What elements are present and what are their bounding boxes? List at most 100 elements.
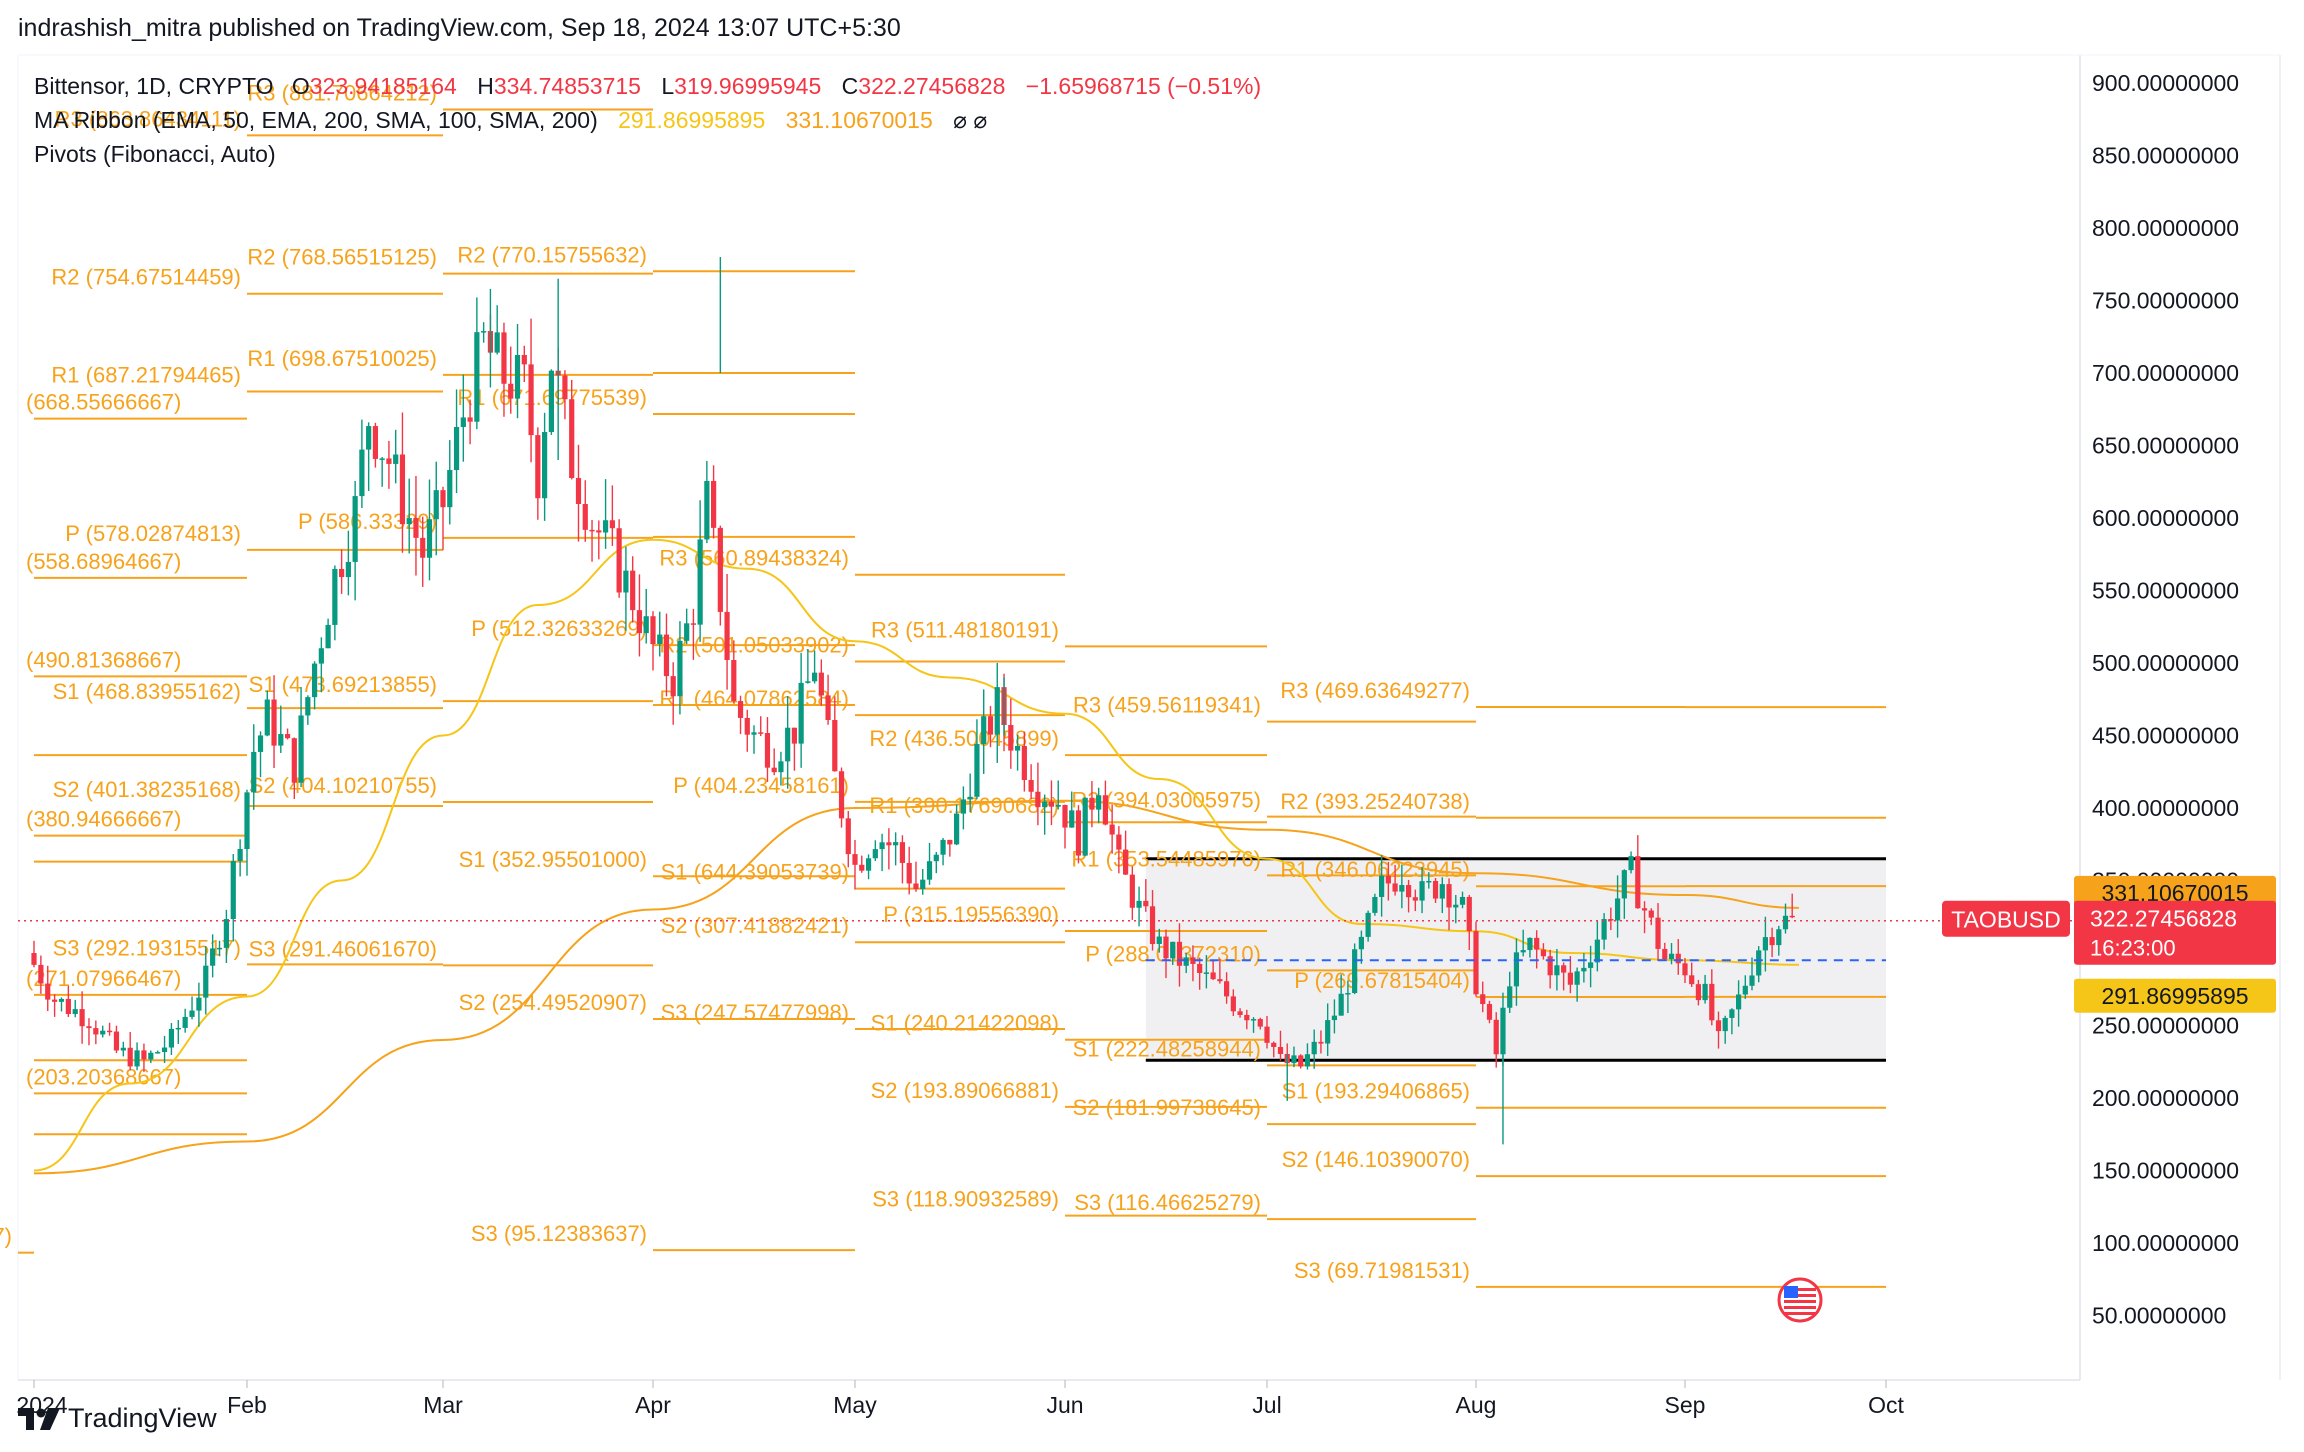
- candle-body: [406, 518, 412, 525]
- legend-pivots[interactable]: Pivots (Fibonacci, Auto): [34, 141, 276, 167]
- pivot-level-label: R1 (687.21794465): [51, 363, 241, 388]
- candle-body: [650, 616, 656, 645]
- candle-body: [1210, 972, 1216, 980]
- candle-body: [569, 399, 575, 478]
- candle-body: [764, 733, 771, 768]
- candle-body: [1318, 1041, 1324, 1044]
- candle-body: [1702, 983, 1708, 1001]
- candle-body: [1668, 953, 1675, 960]
- pivot-level-label: S1 (352.95501000): [459, 847, 647, 872]
- candle-body: [893, 842, 899, 846]
- candle-body: [175, 1027, 181, 1030]
- pivot-level-label: S1 (644.39053739): [661, 860, 849, 885]
- candle-body: [1298, 1055, 1304, 1067]
- candle-body: [508, 383, 514, 399]
- candle-body: [1736, 994, 1742, 1010]
- candle-body: [1042, 801, 1048, 808]
- candle-body: [1014, 745, 1021, 751]
- candle-body: [1136, 900, 1142, 908]
- price-tick-label: 200.00000000: [2092, 1085, 2239, 1111]
- pivot-level-label: P (404.23458161): [673, 773, 849, 798]
- tradingview-logo[interactable]: TradingView: [18, 1403, 217, 1434]
- price-axis[interactable]: 900.00000000 850.00000000 800.00000000 750.…: [2092, 70, 2239, 1329]
- candle-body: [1405, 885, 1412, 898]
- pivot-level-label: R3 (469.63649277): [1280, 678, 1470, 703]
- candle-body: [1203, 972, 1209, 974]
- candle-body: [920, 879, 926, 890]
- time-axis[interactable]: 2024 Feb Mar Apr May Jun Jul Aug Sep Oct: [16, 1380, 1904, 1418]
- candle-body: [453, 426, 460, 471]
- candle-body: [1614, 898, 1621, 921]
- candle-body: [332, 568, 338, 625]
- candle-body: [1089, 797, 1095, 810]
- candle-body: [1547, 956, 1553, 976]
- price-level-lines: [18, 919, 2080, 962]
- candle-body: [393, 454, 399, 464]
- pivot-level-label: R3 (863.86434111): [55, 106, 241, 131]
- candle-body: [1035, 791, 1041, 808]
- candle-body: [1291, 1055, 1297, 1064]
- flag-stripe: [1784, 1312, 1816, 1315]
- candle-body: [845, 818, 851, 855]
- candle-body: [189, 1010, 195, 1017]
- legend-ma-ribbon-label[interactable]: MA Ribbon (EMA, 50, EMA, 200, SMA, 100, …: [34, 107, 598, 133]
- moving-average-lines: [33, 538, 1799, 1175]
- pivot-level-label: P (512.32633269): [471, 616, 647, 641]
- candle-body: [278, 734, 284, 746]
- candle-body: [1392, 883, 1398, 892]
- candle-body: [31, 953, 37, 965]
- candle-body: [987, 716, 994, 735]
- price-tick-label: 100.00000000: [2092, 1230, 2239, 1256]
- price-tick-label: 900.00000000: [2092, 70, 2239, 96]
- candle-body: [1244, 1014, 1250, 1021]
- candle-body: [386, 458, 392, 464]
- candle-body: [1567, 972, 1573, 985]
- candle-body: [1480, 994, 1486, 1005]
- legend-change: −1.65968715 (−0.51%): [1026, 73, 1261, 99]
- candle-body: [1776, 929, 1782, 946]
- candle-body: [609, 520, 615, 529]
- candle-body: [1399, 885, 1405, 892]
- pivot-level-label: S2 (146.10390070): [1282, 1147, 1470, 1172]
- candle-body: [196, 997, 202, 1011]
- candle-body: [737, 701, 744, 718]
- candle-body: [562, 375, 568, 400]
- pivot-level-label: S3 (95.12383637): [471, 1221, 647, 1246]
- candle-body: [589, 529, 595, 532]
- candle-body: [1183, 957, 1189, 966]
- candle-body: [1520, 950, 1526, 953]
- candle-body: [1055, 805, 1061, 807]
- candle-body: [1143, 900, 1149, 907]
- legend-low-label: L: [661, 73, 674, 99]
- candlesticks: [31, 257, 1795, 1145]
- pivot-level-label: S2 (193.89066881): [871, 1078, 1059, 1103]
- candle-body: [1742, 985, 1748, 995]
- pivot-level-label: (203.20368667): [26, 1064, 181, 1089]
- candle-body: [812, 672, 818, 682]
- candle-body: [1325, 1020, 1331, 1044]
- price-tick-label: 600.00000000: [2092, 505, 2239, 531]
- candle-body: [657, 634, 663, 645]
- flag-canton: [1784, 1286, 1798, 1298]
- candle-body: [494, 332, 500, 353]
- candle-body: [426, 519, 433, 558]
- candle-body: [1277, 1047, 1284, 1054]
- candle-body: [1271, 1042, 1277, 1048]
- us-flag-icon[interactable]: [1777, 1277, 1823, 1323]
- candle-body: [542, 432, 548, 499]
- pivot-level-label: S3 (291.46061670): [249, 936, 437, 961]
- candle-body: [345, 561, 351, 578]
- price-tick-label: 50.00000000: [2092, 1303, 2226, 1329]
- pivot-level-label: R2 (501.05033902): [659, 632, 849, 657]
- candle-body: [1021, 745, 1027, 780]
- candle-body: [86, 1026, 92, 1029]
- candle-body: [1459, 896, 1466, 905]
- price-tick-label: 750.00000000: [2092, 288, 2239, 314]
- candle-body: [1709, 983, 1715, 1021]
- pivot-level-label: S2 (404.10210755): [249, 773, 437, 798]
- candle-body: [1695, 984, 1701, 1001]
- candle-body: [52, 999, 58, 1002]
- candle-body: [100, 1030, 106, 1035]
- candle-body: [1372, 896, 1378, 913]
